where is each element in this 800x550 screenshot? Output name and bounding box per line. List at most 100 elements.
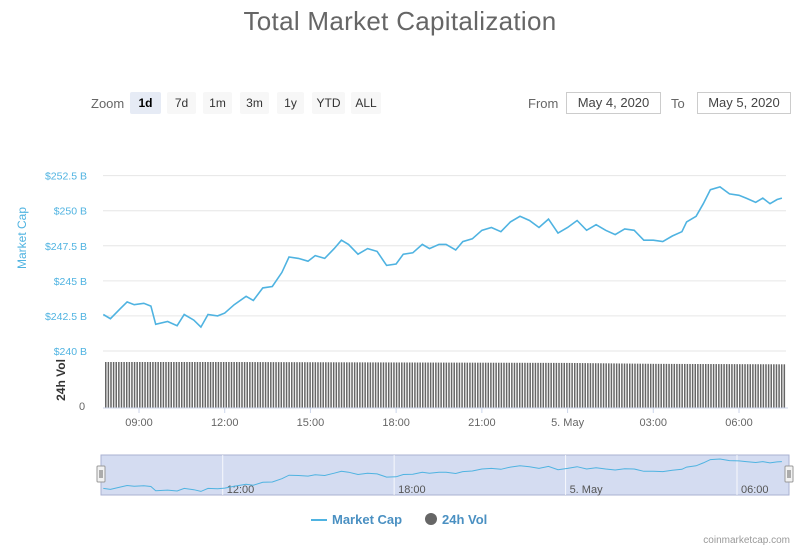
legend-item-24h-vol[interactable]: 24h Vol (425, 512, 487, 527)
volume-bars (105, 362, 786, 408)
volume-bar (141, 362, 144, 408)
volume-bar (167, 362, 170, 408)
volume-bar (437, 362, 440, 408)
volume-bar (566, 362, 568, 408)
legend-item-market-cap[interactable]: Market Cap (311, 512, 402, 527)
volume-bar (173, 362, 175, 408)
volume-bar (296, 362, 298, 408)
volume-bar (230, 362, 233, 408)
volume-bar (780, 364, 783, 408)
volume-bar (387, 362, 390, 408)
volume-bar (264, 362, 267, 408)
volume-bar (663, 363, 665, 408)
to-date-input[interactable] (697, 92, 791, 114)
volume-bar (733, 364, 736, 408)
volume-bar (204, 362, 207, 408)
volume-bar (340, 362, 343, 408)
volume-bar (395, 362, 398, 408)
volume-bar (424, 362, 427, 408)
volume-bar (686, 363, 689, 408)
volume-bar (429, 362, 432, 408)
volume-bar (401, 362, 403, 408)
volume-bar (783, 364, 786, 408)
zoom-button-1y[interactable]: 1y (277, 92, 304, 114)
volume-bar (579, 363, 581, 408)
y-tick-label: $250 B (54, 206, 87, 218)
volume-bar (581, 363, 584, 408)
volume-bar (508, 362, 510, 408)
volume-bar (513, 362, 516, 408)
volume-bar (652, 363, 655, 408)
volume-bar (152, 362, 154, 408)
volume-bar (471, 362, 474, 408)
volume-axis-zero: 0 (79, 401, 85, 413)
volume-bar (503, 362, 505, 408)
navigator-selection[interactable] (100, 454, 790, 496)
volume-bar (422, 362, 424, 408)
volume-bar (642, 363, 644, 408)
volume-bar (217, 362, 220, 408)
volume-bar (369, 362, 372, 408)
zoom-button-1m[interactable]: 1m (203, 92, 232, 114)
volume-bar (272, 362, 275, 408)
volume-bar (529, 362, 531, 408)
volume-bar (631, 363, 634, 408)
volume-bar (385, 362, 387, 408)
navigator[interactable]: 12:00 18:00 5. May 06:00 (96, 454, 794, 496)
volume-bar (196, 362, 199, 408)
volume-bar (741, 364, 744, 408)
volume-bar (492, 362, 495, 408)
volume-bar (236, 362, 238, 408)
zoom-button-ytd[interactable]: YTD (312, 92, 345, 114)
volume-bar (380, 362, 382, 408)
volume-bar (233, 362, 235, 408)
volume-bar (408, 362, 411, 408)
grid-lines (103, 175, 786, 352)
volume-bar (725, 364, 728, 408)
volume-bar (254, 362, 256, 408)
volume-bar (285, 362, 288, 408)
zoom-label: Zoom (91, 96, 125, 111)
volume-bar (673, 363, 676, 408)
volume-bar (775, 364, 778, 408)
navigator-right-handle[interactable] (784, 465, 794, 483)
volume-bar (600, 363, 602, 408)
volume-bar (209, 362, 212, 408)
volume-bar (613, 363, 615, 408)
volume-bar (524, 362, 526, 408)
volume-bar (487, 362, 490, 408)
volume-bar (120, 362, 123, 408)
from-date-input[interactable] (566, 92, 661, 114)
volume-bar (361, 362, 364, 408)
zoom-button-3m[interactable]: 3m (240, 92, 269, 114)
credit-text[interactable]: coinmarketcap.com (703, 535, 790, 546)
volume-bar (563, 362, 565, 408)
volume-bar (445, 362, 448, 408)
y-tick-label: $252.5 B (45, 171, 87, 183)
volume-bar (115, 362, 117, 408)
navigator-left-handle[interactable] (96, 465, 106, 483)
volume-bar (133, 362, 136, 408)
zoom-button-all[interactable]: ALL (351, 92, 381, 114)
volume-bar (367, 362, 369, 408)
volume-bar (584, 363, 586, 408)
volume-bar (251, 362, 254, 408)
volume-bar (351, 362, 353, 408)
zoom-button-7d[interactable]: 7d (167, 92, 196, 114)
volume-bar (325, 362, 327, 408)
volume-bar (406, 362, 408, 408)
volume-bar (301, 362, 303, 408)
volume-bar (479, 362, 482, 408)
volume-bar (277, 362, 280, 408)
volume-bar (123, 362, 125, 408)
zoom-button-1d[interactable]: 1d (130, 92, 161, 114)
volume-bar (346, 362, 348, 408)
volume-bar (678, 363, 681, 408)
volume-bar (762, 364, 765, 408)
volume-bar (521, 362, 524, 408)
volume-bar (647, 363, 649, 408)
volume-bar (178, 362, 180, 408)
volume-bar (131, 362, 133, 408)
volume-bar (107, 362, 110, 408)
